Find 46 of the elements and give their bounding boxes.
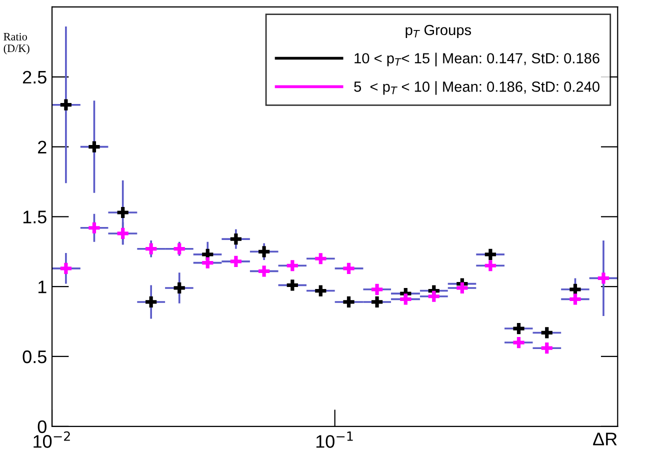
point bbox=[568, 292, 583, 307]
legend-label: 10 < p$_{T}$< 15 | Mean: 0.147, StD: 0.186 bbox=[354, 52, 600, 66]
point bbox=[313, 251, 328, 266]
point bbox=[370, 282, 384, 297]
point bbox=[144, 241, 158, 256]
point bbox=[228, 254, 244, 269]
point bbox=[172, 280, 187, 296]
point bbox=[483, 258, 498, 273]
point bbox=[86, 139, 102, 154]
point bbox=[115, 226, 130, 241]
y-tick-label: 2 bbox=[38, 140, 46, 154]
legend-label: 5 < p$_{T}$ < 10 | Mean: 0.186, StD: 0.240 bbox=[354, 81, 600, 95]
y-tick-label: 0.5 bbox=[22, 350, 46, 364]
y-axis-title: Ratio (D/K) bbox=[4, 32, 30, 54]
point bbox=[228, 232, 244, 246]
point bbox=[285, 278, 300, 293]
point bbox=[540, 340, 554, 356]
point bbox=[86, 220, 102, 236]
point bbox=[115, 205, 130, 220]
point bbox=[200, 255, 215, 270]
point bbox=[596, 270, 611, 286]
point bbox=[58, 261, 74, 276]
point bbox=[454, 280, 470, 296]
point bbox=[511, 335, 526, 350]
x-tick-label: 10$^{−1}$ bbox=[316, 432, 353, 448]
y-tick-label: 0 bbox=[38, 420, 46, 434]
point bbox=[341, 294, 356, 310]
y-tick-label: 2.5 bbox=[22, 70, 46, 84]
point bbox=[426, 289, 442, 304]
point bbox=[172, 241, 187, 256]
point bbox=[144, 294, 158, 310]
x-axis-title: ΔR bbox=[593, 432, 617, 446]
point bbox=[285, 258, 300, 273]
point bbox=[256, 244, 272, 259]
point bbox=[313, 283, 328, 298]
point bbox=[540, 325, 554, 340]
point bbox=[483, 247, 498, 262]
point bbox=[370, 294, 384, 310]
point bbox=[256, 264, 272, 279]
point bbox=[398, 292, 414, 307]
point bbox=[58, 97, 74, 112]
legend-title: p$_{T}$ Groups bbox=[406, 24, 472, 38]
point bbox=[341, 261, 356, 276]
y-tick-label: 1 bbox=[38, 280, 46, 294]
point bbox=[511, 321, 526, 336]
y-tick-label: 1.5 bbox=[23, 210, 46, 224]
